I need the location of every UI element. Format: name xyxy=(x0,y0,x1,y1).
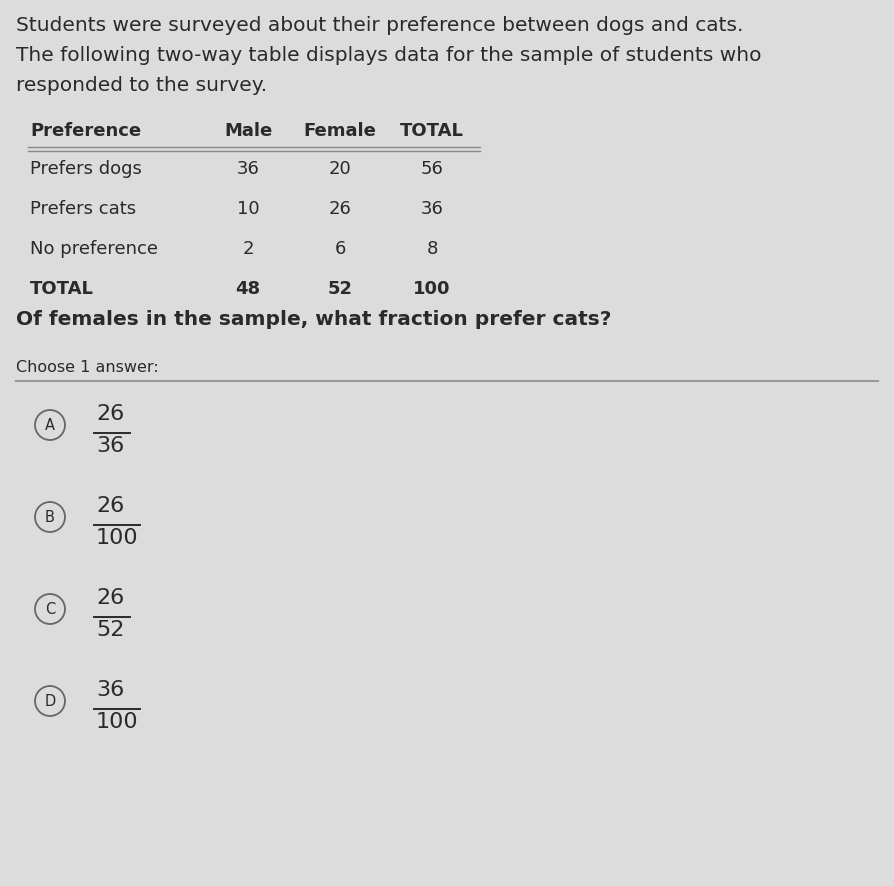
Text: 2: 2 xyxy=(242,240,254,258)
Text: D: D xyxy=(45,694,55,709)
Text: 48: 48 xyxy=(235,280,260,298)
Text: 26: 26 xyxy=(96,587,124,607)
Text: Choose 1 answer:: Choose 1 answer: xyxy=(16,360,159,375)
Text: Female: Female xyxy=(304,122,376,140)
Text: 26: 26 xyxy=(329,199,351,218)
Text: Students were surveyed about their preference between dogs and cats.: Students were surveyed about their prefe… xyxy=(16,16,744,35)
Text: 36: 36 xyxy=(96,436,124,455)
Text: Preference: Preference xyxy=(30,122,141,140)
Text: 26: 26 xyxy=(96,495,124,516)
Text: 6: 6 xyxy=(334,240,346,258)
Text: 52: 52 xyxy=(96,619,124,640)
Text: 100: 100 xyxy=(96,527,139,548)
Text: 100: 100 xyxy=(96,711,139,731)
Text: TOTAL: TOTAL xyxy=(30,280,94,298)
Text: A: A xyxy=(45,418,55,433)
Text: 36: 36 xyxy=(96,680,124,699)
Text: 26: 26 xyxy=(96,403,124,424)
Text: B: B xyxy=(45,510,55,525)
Text: Of females in the sample, what fraction prefer cats?: Of females in the sample, what fraction … xyxy=(16,309,611,329)
Text: responded to the survey.: responded to the survey. xyxy=(16,76,267,95)
Text: The following two-way table displays data for the sample of students who: The following two-way table displays dat… xyxy=(16,46,762,65)
Text: 36: 36 xyxy=(420,199,443,218)
Text: 20: 20 xyxy=(329,159,351,178)
Text: No preference: No preference xyxy=(30,240,158,258)
Text: 56: 56 xyxy=(420,159,443,178)
Text: 36: 36 xyxy=(237,159,259,178)
Text: 100: 100 xyxy=(413,280,451,298)
Text: Male: Male xyxy=(224,122,272,140)
Text: TOTAL: TOTAL xyxy=(400,122,464,140)
Text: 10: 10 xyxy=(237,199,259,218)
Text: 52: 52 xyxy=(327,280,352,298)
Text: C: C xyxy=(45,602,55,617)
Text: Prefers dogs: Prefers dogs xyxy=(30,159,142,178)
Text: 8: 8 xyxy=(426,240,438,258)
Text: Prefers cats: Prefers cats xyxy=(30,199,136,218)
